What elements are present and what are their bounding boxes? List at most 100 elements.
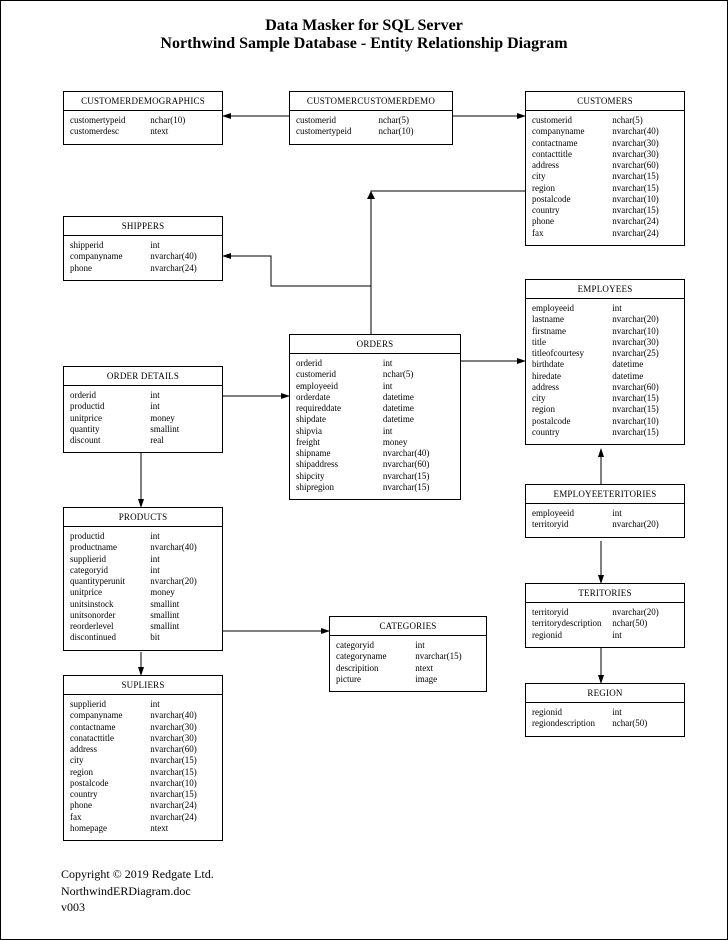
column-name: quantityperunit xyxy=(70,576,150,587)
column-type: nvarchar(20) xyxy=(612,519,678,530)
column-type: nvarchar(40) xyxy=(150,710,216,721)
entity-employees: EMPLOYEESemployeeidintlastnamenvarchar(2… xyxy=(525,279,685,445)
column-name: shipname xyxy=(296,448,383,459)
column-row: productnamenvarchar(40) xyxy=(70,542,216,553)
page-subtitle: Northwind Sample Database - Entity Relat… xyxy=(1,35,727,53)
footer-copyright: Copyright © 2019 Redgate Ltd. xyxy=(61,866,214,882)
column-row: shipperidint xyxy=(70,240,216,251)
column-row: citynvarchar(15) xyxy=(532,393,678,404)
column-row: territoryidnvarchar(20) xyxy=(532,607,678,618)
column-type: int xyxy=(383,381,454,392)
column-name: region xyxy=(532,404,612,415)
column-row: discountreal xyxy=(70,435,216,446)
column-name: city xyxy=(70,755,150,766)
column-row: regiondescriptionnchar(50) xyxy=(532,718,678,729)
column-row: phonenvarchar(24) xyxy=(70,800,216,811)
column-row: unitpricemoney xyxy=(70,587,216,598)
column-row: companynamenvarchar(40) xyxy=(532,126,678,137)
column-name: country xyxy=(532,427,612,438)
column-row: regionnvarchar(15) xyxy=(532,183,678,194)
column-row: faxnvarchar(24) xyxy=(70,812,216,823)
entity-columns: supplieridintcompanynamenvarchar(40)cont… xyxy=(64,695,222,840)
column-type: nvarchar(15) xyxy=(150,789,216,800)
column-type: int xyxy=(150,401,216,412)
column-name: supplierid xyxy=(70,554,150,565)
column-row: postalcodenvarchar(10) xyxy=(532,194,678,205)
column-name: country xyxy=(532,205,612,216)
column-name: territorydescription xyxy=(532,618,612,629)
column-row: addressnvarchar(60) xyxy=(532,382,678,393)
column-name: productid xyxy=(70,401,150,412)
column-type: nchar(5) xyxy=(383,369,454,380)
entity-region: REGIONregionidintregiondescriptionnchar(… xyxy=(525,683,685,737)
column-row: categoryidint xyxy=(70,565,216,576)
column-type: nvarchar(30) xyxy=(612,138,678,149)
column-name: contactname xyxy=(532,138,612,149)
column-type: real xyxy=(150,435,216,446)
column-row: orderidint xyxy=(70,390,216,401)
column-name: fax xyxy=(532,228,612,239)
column-type: ntext xyxy=(415,663,480,674)
column-name: city xyxy=(532,393,612,404)
column-name: unitprice xyxy=(70,413,150,424)
column-name: regionid xyxy=(532,630,612,641)
column-row: companynamenvarchar(40) xyxy=(70,251,216,262)
column-row: postalcodenvarchar(10) xyxy=(532,416,678,427)
entity-teritories: TERITORIESterritoryidnvarchar(20)territo… xyxy=(525,583,685,648)
column-name: titleofcourtesy xyxy=(532,348,612,359)
column-type: nvarchar(15) xyxy=(415,651,480,662)
column-name: unitsonorder xyxy=(70,610,150,621)
entity-header: CUSTOMERDEMOGRAPHICS xyxy=(64,92,222,111)
column-name: categoryid xyxy=(336,640,415,651)
column-row: contacttitlenvarchar(30) xyxy=(532,149,678,160)
column-type: int xyxy=(383,426,454,437)
column-type: nvarchar(40) xyxy=(612,126,678,137)
column-type: nvarchar(24) xyxy=(612,216,678,227)
column-type: nvarchar(60) xyxy=(150,744,216,755)
column-type: datetime xyxy=(383,392,454,403)
column-name: employeeid xyxy=(296,381,383,392)
entity-columns: employeeidintterritoryidnvarchar(20) xyxy=(526,504,684,537)
column-name: orderid xyxy=(70,390,150,401)
column-name: hiredate xyxy=(532,371,612,382)
entity-supliers: SUPLIERSsupplieridintcompanynamenvarchar… xyxy=(63,675,223,841)
column-name: unitprice xyxy=(70,587,150,598)
column-name: shipvia xyxy=(296,426,383,437)
column-type: nvarchar(40) xyxy=(150,542,216,553)
column-name: fax xyxy=(70,812,150,823)
column-row: companynamenvarchar(40) xyxy=(70,710,216,721)
column-row: countrynvarchar(15) xyxy=(532,427,678,438)
entity-customercustomerdemo: CUSTOMERCUSTOMERDEMOcustomeridnchar(5)cu… xyxy=(289,91,453,145)
column-type: int xyxy=(612,508,678,519)
column-name: unitsinstock xyxy=(70,599,150,610)
entity-columns: territoryidnvarchar(20)territorydescript… xyxy=(526,603,684,647)
column-type: smallint xyxy=(150,610,216,621)
column-type: nvarchar(60) xyxy=(612,160,678,171)
column-name: contactname xyxy=(70,722,150,733)
column-type: smallint xyxy=(150,621,216,632)
column-row: categorynamenvarchar(15) xyxy=(336,651,480,662)
column-type: nvarchar(20) xyxy=(612,314,678,325)
column-name: categoryname xyxy=(336,651,415,662)
column-type: nvarchar(15) xyxy=(612,205,678,216)
entity-shippers: SHIPPERSshipperidintcompanynamenvarchar(… xyxy=(63,216,223,281)
column-type: int xyxy=(383,358,454,369)
column-row: customerdescntext xyxy=(70,126,216,137)
column-row: shipaddressnvarchar(60) xyxy=(296,459,454,470)
column-type: smallint xyxy=(150,424,216,435)
column-type: nvarchar(10) xyxy=(612,326,678,337)
column-name: conatacttitle xyxy=(70,733,150,744)
column-type: datetime xyxy=(612,359,678,370)
column-row: customertypeidnchar(10) xyxy=(70,115,216,126)
column-name: customertypeid xyxy=(70,115,150,126)
entity-columns: customeridnchar(5)customertypeidnchar(10… xyxy=(290,111,452,144)
column-name: categoryid xyxy=(70,565,150,576)
entity-orders: ORDERSorderidintcustomeridnchar(5)employ… xyxy=(289,334,461,500)
column-row: quantitysmallint xyxy=(70,424,216,435)
column-type: int xyxy=(150,531,216,542)
column-name: region xyxy=(532,183,612,194)
column-type: nvarchar(20) xyxy=(612,607,678,618)
column-row: shipnamenvarchar(40) xyxy=(296,448,454,459)
column-row: requireddatedatetime xyxy=(296,403,454,414)
column-name: customerid xyxy=(532,115,612,126)
